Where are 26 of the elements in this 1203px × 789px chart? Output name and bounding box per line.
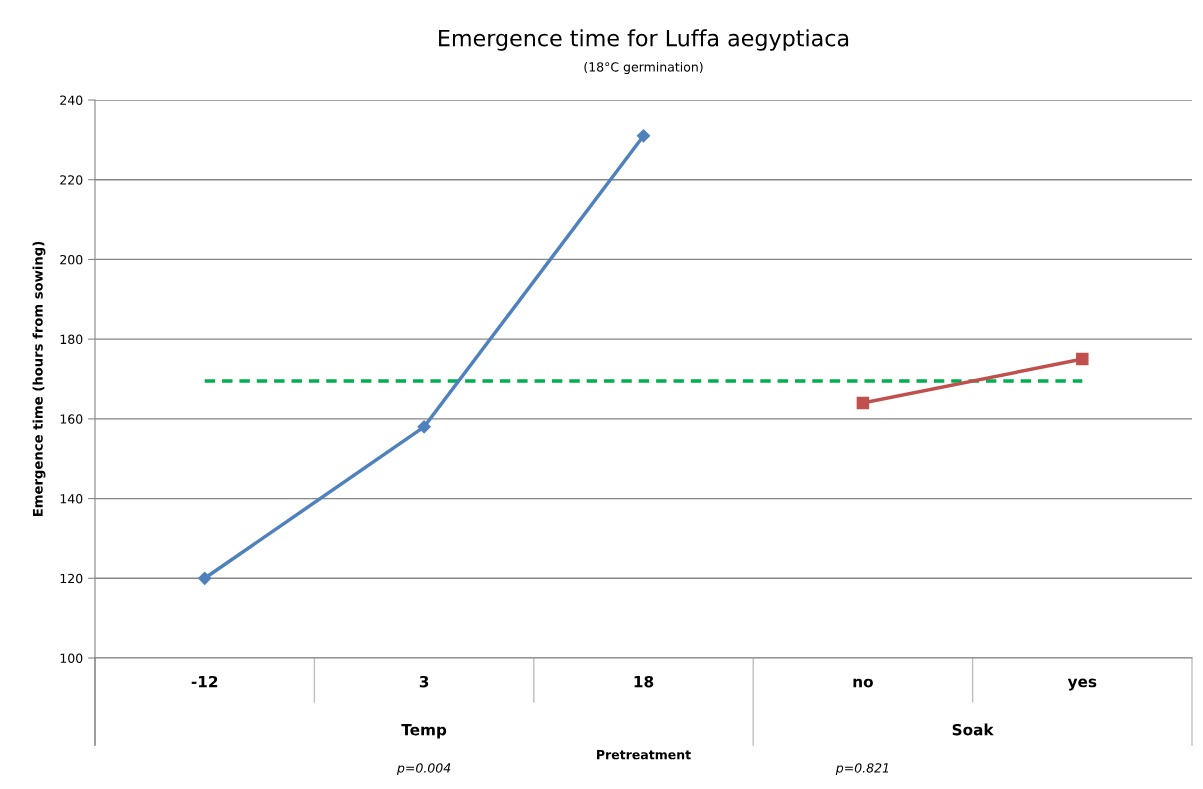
text: p=0.821	[835, 763, 889, 776]
point	[417, 420, 431, 434]
chart-subtitle: (18°C germination)	[584, 61, 703, 75]
x-tick-label: yes	[1067, 678, 1097, 691]
x-tick-label: no	[853, 678, 873, 688]
point	[1076, 352, 1089, 366]
text: p=0.004	[396, 763, 451, 776]
y-tick-label: 140	[60, 494, 83, 504]
x-tick-label: -12	[191, 675, 218, 688]
point	[856, 396, 870, 410]
y-tick-label: 120	[60, 573, 83, 584]
point	[636, 129, 651, 143]
y-tick-label: 100	[60, 653, 83, 663]
text: Temp	[401, 724, 447, 739]
x-tick-label: 3	[419, 675, 429, 688]
y-axis-title: Emergence time (hours from sowing)	[32, 241, 46, 517]
text: Soak	[952, 723, 994, 736]
x-tick-label: 18	[634, 675, 654, 688]
y-tick-label: 220	[60, 175, 83, 185]
y-tick-label: 240	[60, 95, 83, 105]
y-tick-label: 200	[60, 254, 83, 265]
point	[198, 571, 212, 585]
y-tick-label: 180	[60, 334, 83, 345]
y-tick-label: 160	[60, 414, 83, 424]
x-axis-title: Pretreatment	[597, 750, 691, 760]
chart-title: Emergence time for Luffa aegyptiaca	[439, 29, 849, 51]
